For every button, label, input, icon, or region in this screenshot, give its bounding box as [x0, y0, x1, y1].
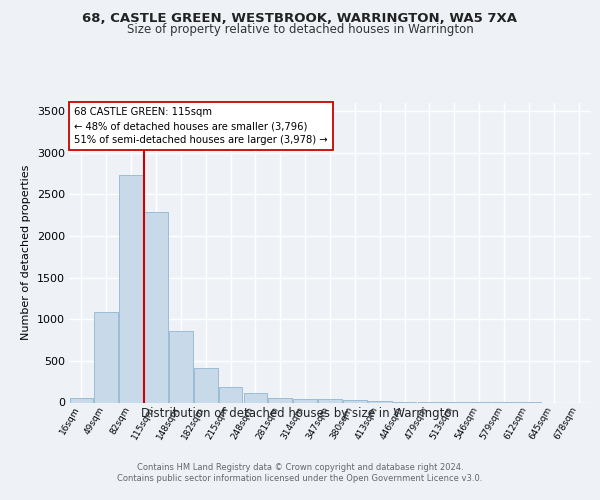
Bar: [169, 331, 193, 402]
Bar: [268, 398, 292, 402]
Bar: [318, 399, 342, 402]
Bar: [194, 368, 218, 402]
Text: Size of property relative to detached houses in Warrington: Size of property relative to detached ho…: [127, 22, 473, 36]
Bar: [244, 392, 267, 402]
Bar: [94, 312, 118, 402]
Bar: [219, 386, 242, 402]
Text: Contains HM Land Registry data © Crown copyright and database right 2024.: Contains HM Land Registry data © Crown c…: [137, 462, 463, 471]
Bar: [343, 400, 367, 402]
Bar: [144, 212, 168, 402]
Text: 68 CASTLE GREEN: 115sqm
← 48% of detached houses are smaller (3,796)
51% of semi: 68 CASTLE GREEN: 115sqm ← 48% of detache…: [74, 107, 328, 145]
Bar: [119, 175, 143, 402]
Bar: [70, 398, 93, 402]
Bar: [293, 399, 317, 402]
Y-axis label: Number of detached properties: Number of detached properties: [21, 165, 31, 340]
Bar: [368, 401, 392, 402]
Text: Distribution of detached houses by size in Warrington: Distribution of detached houses by size …: [141, 408, 459, 420]
Text: Contains public sector information licensed under the Open Government Licence v3: Contains public sector information licen…: [118, 474, 482, 483]
Text: 68, CASTLE GREEN, WESTBROOK, WARRINGTON, WA5 7XA: 68, CASTLE GREEN, WESTBROOK, WARRINGTON,…: [83, 12, 517, 26]
